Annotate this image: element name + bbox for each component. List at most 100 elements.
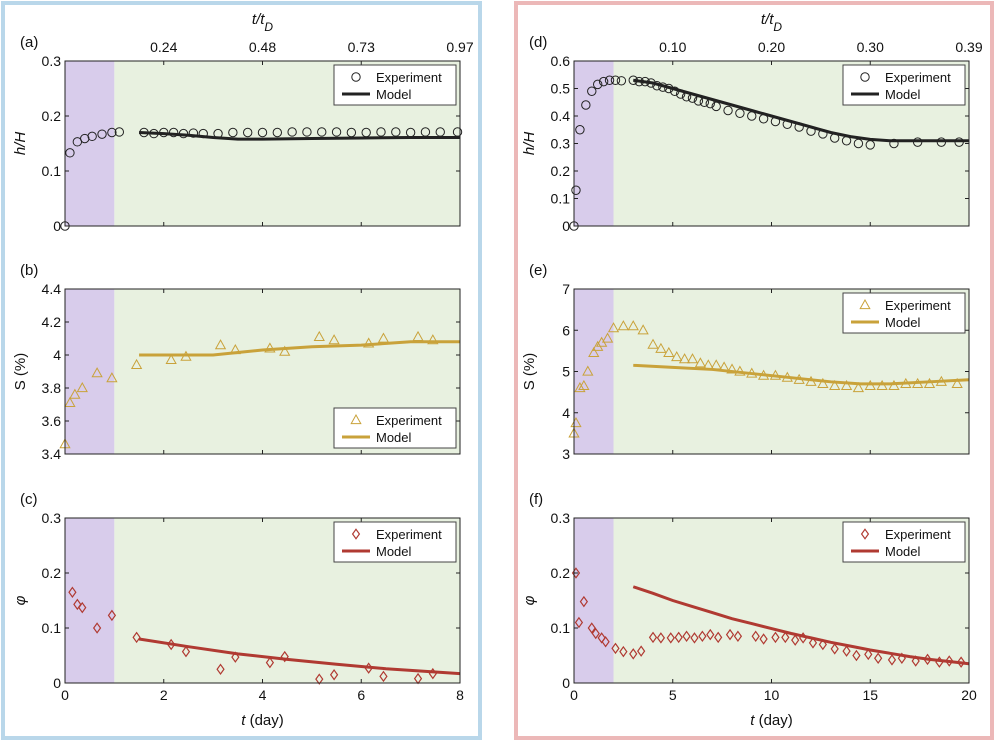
y-tick-label: 0.3 <box>42 510 62 526</box>
experiment-point <box>935 375 948 386</box>
y-tick-label: 0.6 <box>551 53 571 69</box>
experiment-point <box>690 632 699 644</box>
experiment-point <box>574 616 584 629</box>
legend-model-label: Model <box>376 87 412 102</box>
y-axis-label: φ <box>521 595 538 605</box>
legend-experiment-marker <box>351 72 361 82</box>
experiment-point <box>76 381 88 393</box>
experiment-point <box>412 330 424 341</box>
experiment-point <box>87 131 97 142</box>
experiment-point <box>805 375 817 386</box>
experiment-point <box>734 365 746 376</box>
experiment-point <box>73 598 82 611</box>
experiment-point <box>428 667 437 680</box>
experiment-point <box>647 338 659 349</box>
y-tick-label: 0.2 <box>551 565 571 581</box>
experiment-point <box>841 136 852 146</box>
top-tick-label: 0.10 <box>659 39 686 55</box>
y-tick-label: 4.4 <box>42 281 62 297</box>
top-tick-label: 0.39 <box>955 39 982 55</box>
experiment-point <box>725 628 735 641</box>
y-tick-label: 5 <box>562 364 570 380</box>
experiment-point <box>107 127 117 138</box>
experiment-point <box>726 363 738 374</box>
experiment-point <box>698 630 707 642</box>
experiment-point <box>897 652 906 664</box>
y-tick-label: 0.4 <box>551 108 571 124</box>
experiment-point <box>646 78 656 88</box>
experiment-point <box>675 89 686 99</box>
axes-box <box>64 60 461 227</box>
legend-experiment-label: Experiment <box>885 527 951 542</box>
experiment-point <box>379 670 388 683</box>
shaded-region-purple <box>65 518 115 683</box>
y-tick-label: 4 <box>562 405 570 421</box>
experiment-point <box>808 637 818 649</box>
experiment-point <box>686 353 699 364</box>
experiment-point <box>619 645 628 658</box>
experiment-point <box>945 655 954 667</box>
x-tick-label: 0 <box>570 687 578 703</box>
experiment-point <box>181 645 191 658</box>
x-tick-label: 0 <box>61 687 69 703</box>
experiment-point <box>757 369 770 380</box>
experiment-point <box>840 379 853 391</box>
experiment-point <box>865 140 875 150</box>
y-tick-label: 0.1 <box>551 620 571 636</box>
experiment-point <box>678 353 691 364</box>
y-axis-label: S (%) <box>521 353 538 391</box>
y-tick-label: 0.1 <box>42 163 62 179</box>
legend-experiment-label: Experiment <box>885 70 951 85</box>
experiment-point <box>781 371 793 382</box>
experiment-point <box>830 643 839 655</box>
y-tick-label: 0 <box>562 675 570 691</box>
experiment-point <box>610 75 621 85</box>
experiment-point <box>637 324 649 335</box>
experiment-point <box>257 127 268 138</box>
experiment-point <box>842 645 851 657</box>
x-tick-label: 10 <box>764 687 780 703</box>
experiment-point <box>165 353 177 365</box>
experiment-point <box>951 377 963 388</box>
experiment-point <box>80 133 90 144</box>
model-line <box>139 340 460 357</box>
experiment-point <box>818 638 827 651</box>
experiment-point <box>328 334 340 345</box>
experiment-point <box>699 97 710 107</box>
legend-box <box>333 64 457 106</box>
model-line <box>138 131 460 141</box>
experiment-point <box>791 634 800 646</box>
experiment-point <box>178 128 189 139</box>
experiment-point <box>376 127 386 137</box>
experiment-point <box>714 631 723 644</box>
y-tick-label: 0.2 <box>551 163 571 179</box>
experiment-point <box>231 651 240 663</box>
experiment-point <box>670 86 680 96</box>
experiment-point <box>168 127 179 138</box>
experiment-point <box>377 332 390 343</box>
axes-box <box>573 60 970 227</box>
experiment-point <box>681 92 692 102</box>
legend-model-label: Model <box>885 315 921 330</box>
experiment-point <box>640 76 650 87</box>
experiment-point <box>588 346 600 358</box>
experiment-point <box>911 377 924 388</box>
legend-experiment-marker <box>859 298 871 310</box>
experiment-point <box>829 379 841 391</box>
experiment-point <box>648 631 658 644</box>
experiment-point <box>876 379 888 391</box>
experiment-point <box>92 622 102 634</box>
y-axis-label: S (%) <box>12 353 29 391</box>
experiment-point <box>663 346 675 358</box>
experiment-point <box>637 645 646 657</box>
legend-experiment-marker <box>351 528 361 540</box>
top-tick-label: 0.73 <box>348 39 375 55</box>
experiment-point <box>746 367 758 378</box>
experiment-point <box>864 379 876 391</box>
experiment-point <box>405 127 416 138</box>
experiment-point <box>78 601 87 614</box>
x-tick-label: 2 <box>160 687 168 703</box>
y-tick-label: 0.3 <box>42 53 62 69</box>
y-tick-label: 0.2 <box>42 565 62 581</box>
experiment-point <box>582 365 594 376</box>
